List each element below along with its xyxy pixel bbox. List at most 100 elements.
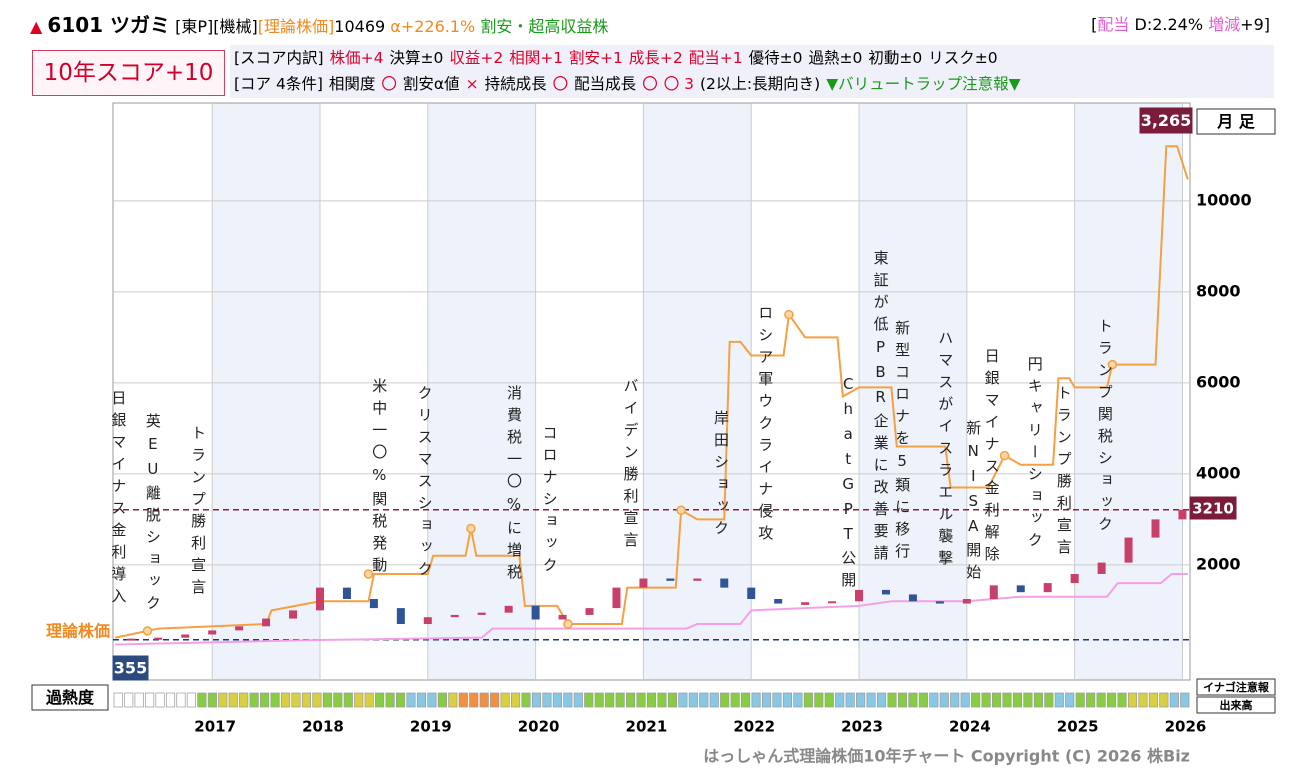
event-label: トランプ勝利宣言	[1055, 385, 1073, 561]
heat-cell	[814, 692, 824, 708]
candle	[855, 589, 864, 602]
core-item: 配当成長	[574, 75, 637, 93]
heat-cell	[375, 692, 385, 708]
event-label: バイデン勝利宣言	[621, 378, 639, 554]
core-item: 〇 3	[663, 75, 694, 93]
heat-cell	[291, 692, 301, 708]
heat-cell	[521, 692, 531, 708]
footer: はっしゃん式理論株価10年チャート Copyright (C) 2026 株Bi…	[703, 747, 1190, 766]
score-item: 割安+1	[569, 49, 623, 67]
score-row: [スコア内訳] 株価+4 決算±0 収益+2 相関+1 割安+1 成長+2 配当+1 優待±0 過…	[234, 45, 1274, 71]
x-tick-label: 2024	[949, 718, 991, 736]
candle	[935, 601, 944, 604]
heat-cell	[531, 692, 542, 708]
x-tick-label: 2019	[410, 718, 452, 736]
core-item: 〇	[642, 75, 658, 93]
heat-cell	[835, 692, 845, 708]
heat-cell	[584, 692, 594, 708]
low-price-label: 355	[114, 659, 147, 678]
volume-label: 出来高	[1220, 698, 1253, 712]
heat-cell	[1148, 692, 1158, 708]
heat-cell	[1169, 692, 1179, 708]
heat-cell	[626, 692, 636, 708]
heat-cell	[416, 692, 427, 708]
heat-cell	[280, 692, 291, 708]
heat-cell	[845, 692, 855, 708]
heat-cell	[333, 692, 343, 708]
line-series	[115, 572, 1188, 646]
heat-cell	[207, 692, 217, 708]
heat-cell	[239, 692, 249, 708]
heat-cell	[876, 692, 887, 708]
high-label-box	[1139, 107, 1193, 134]
candle	[342, 587, 351, 600]
candle	[127, 638, 136, 641]
x-tick-label: 2021	[626, 718, 668, 736]
y-tick-label: 10000	[1196, 190, 1252, 209]
candle	[828, 601, 837, 604]
candle	[558, 614, 567, 620]
heat-cell	[939, 692, 949, 708]
event-label: 日銀マイナス金利導入	[109, 390, 127, 610]
heat-cell	[1180, 692, 1190, 708]
heat-cell	[385, 692, 395, 708]
heat-cell	[322, 692, 332, 708]
low-price-label-box	[112, 655, 149, 681]
core-item: 〇	[552, 75, 569, 93]
change-value: +9]	[1240, 15, 1270, 34]
heat-cell	[1012, 692, 1023, 708]
x-tick-label: 2020	[518, 718, 560, 736]
core-item: 持続成長	[484, 75, 547, 93]
core-row: [コア 4条件] 相関度〇割安α値 × 持続成長〇配当成長〇〇 3 (2以上:長期向き)…	[234, 71, 1274, 97]
alpha: α+226.1%	[390, 17, 476, 36]
dividend: [配当 D:2.24% 増減+9]	[1091, 10, 1270, 40]
event-label: ハマスがイスラエル襲撃	[936, 330, 954, 572]
heat-cell	[427, 692, 437, 708]
event-label: 東証が低PBR企業に改善要請	[872, 250, 890, 567]
heat-cell	[218, 692, 228, 708]
heat-cell	[688, 692, 698, 708]
candle	[315, 587, 324, 611]
candle	[881, 589, 890, 595]
heat-cell	[552, 692, 562, 708]
candle	[1070, 573, 1079, 584]
candle	[235, 626, 244, 631]
heat-cell	[636, 692, 646, 708]
heat-cell	[991, 692, 1002, 708]
heat-cell	[406, 692, 416, 708]
heat-cell	[542, 692, 552, 708]
candle	[504, 605, 513, 613]
heat-cell	[793, 692, 803, 708]
event-label: コロナショック	[541, 425, 559, 579]
theory-marker	[363, 569, 374, 579]
heat-cell	[343, 692, 353, 708]
heat-cell	[1159, 692, 1169, 708]
heat-cell	[228, 692, 238, 708]
candle	[720, 578, 729, 588]
heat-label-box	[31, 684, 109, 711]
heat-cell	[249, 692, 259, 708]
y-tick-label: 6000	[1196, 372, 1241, 391]
core-item: 相関度	[328, 75, 376, 93]
year-band	[859, 103, 967, 680]
theory-marker	[999, 450, 1010, 461]
heat-cell	[165, 692, 176, 708]
y-tick-label: 2000	[1196, 554, 1241, 573]
plot-frame	[112, 102, 1191, 681]
candle	[1151, 519, 1160, 538]
heat-label: 過熱度	[45, 688, 95, 707]
score-title: 10年スコア+10	[32, 50, 225, 96]
heat-cell	[312, 692, 322, 708]
market: [東P]	[175, 17, 214, 36]
current-price-label-box	[1189, 496, 1237, 520]
heat-cell	[908, 692, 918, 708]
heat-cell	[270, 692, 280, 708]
theory-marker	[563, 619, 573, 629]
heat-cell	[981, 692, 991, 708]
bracket: [	[1091, 15, 1098, 34]
heat-cell	[866, 692, 876, 708]
heat-cell	[437, 692, 447, 708]
score-item: [スコア内訳]	[234, 49, 324, 67]
